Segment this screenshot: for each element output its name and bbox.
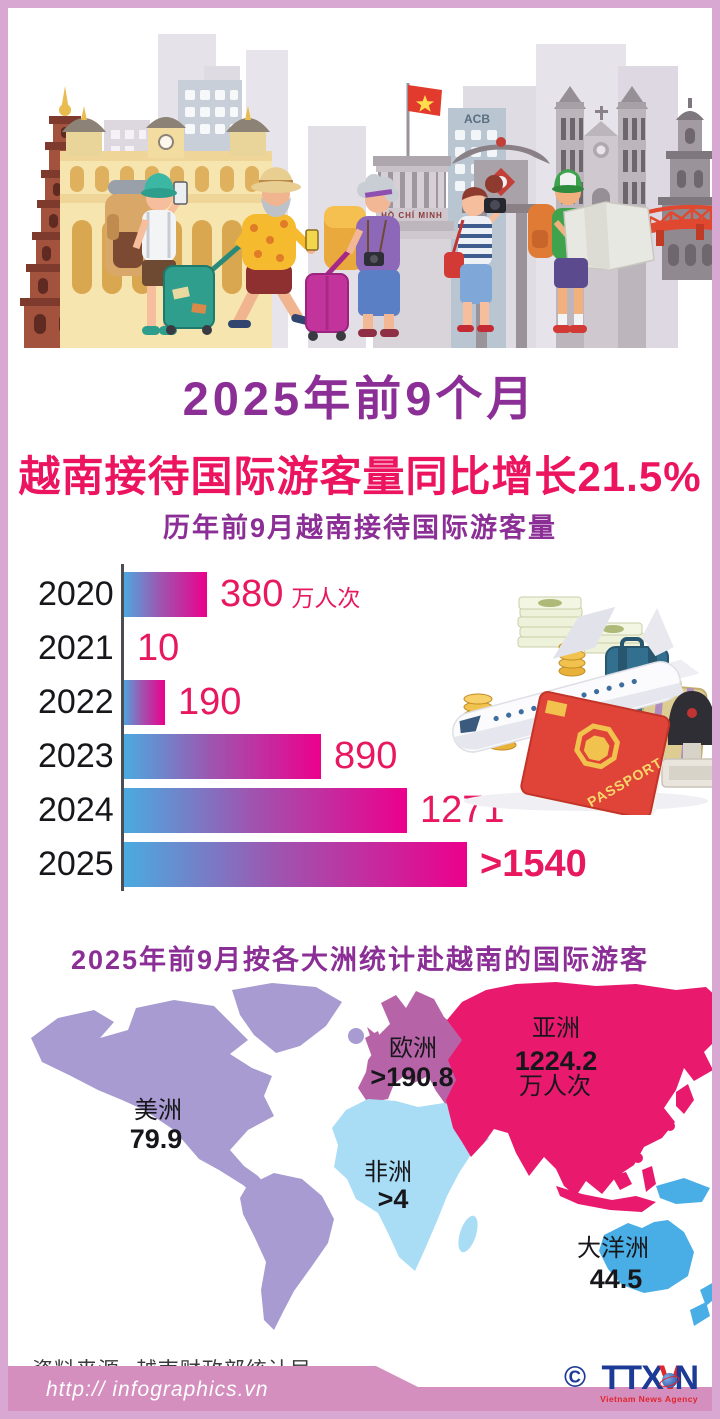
copyright-icon: © [564, 1361, 587, 1394]
title-line-1: 2025年前9个月 [182, 372, 538, 425]
year-label: 2024 [38, 790, 114, 829]
oceania-value: 44.5 [590, 1264, 643, 1294]
tourist-senior-man [163, 167, 319, 335]
africa-label: 非洲 [364, 1158, 412, 1186]
site-url: http:// infographics.vn [46, 1378, 269, 1401]
region-americas [31, 983, 364, 1330]
tourist-map-reader [528, 169, 655, 333]
bar-row-2025: 2025 >1540 [38, 837, 712, 891]
asia-value: 1224.2 [515, 1046, 598, 1076]
europe-value: >190.8 [370, 1062, 453, 1092]
new-zealand-south [690, 1302, 710, 1326]
title-line-2: 越南接待国际游客量同比增长21.5% [18, 453, 702, 500]
tourist-photographer [444, 175, 506, 332]
americas-label: 美洲 [134, 1096, 182, 1124]
chart-axis [121, 564, 124, 891]
bar-value: 380 [220, 572, 284, 615]
footer-bar: http:// infographics.vn [8, 1366, 712, 1411]
rubber-stamp [661, 691, 712, 788]
bar-2022 [122, 679, 165, 725]
oceania-label: 大洋洲 [577, 1234, 649, 1262]
new-guinea [656, 1178, 710, 1204]
africa-value: >4 [378, 1184, 409, 1214]
indonesia [556, 1186, 656, 1212]
iceland [348, 1028, 364, 1044]
bar-2025 [122, 841, 467, 887]
bar-row-2020: 2020 380 万人次 [38, 567, 712, 621]
airplane-passport-luggage-illustration: PASSPORT [452, 596, 712, 815]
new-zealand-north [700, 1283, 712, 1306]
asia-label: 亚洲 [532, 1014, 580, 1042]
region-africa [332, 1099, 489, 1271]
unit-label: 万人次 [291, 585, 361, 612]
madagascar [458, 1215, 478, 1253]
bar-2020 [122, 571, 207, 617]
japan [676, 1084, 694, 1114]
bar-chart-section: 历年前9月越南接待国际游客量 2020 380 万人次 2021 10 2022 … [8, 506, 712, 891]
bar-row-2022: 2022 190 [38, 675, 712, 729]
globe-icon [662, 1373, 678, 1388]
bar-2023 [122, 733, 321, 779]
taiwan [633, 1153, 643, 1163]
bar-value: 890 [334, 734, 398, 777]
mausoleum-sign: HỒ CHÍ MINH [381, 210, 443, 220]
bar-row-2024: 2024 1271 [38, 783, 712, 837]
logo-ttx: TTX [601, 1359, 664, 1397]
region-asia [446, 982, 712, 1212]
main-title: 2025年前9个月 越南接待国际游客量同比增长21.5% [8, 360, 712, 504]
europe-label: 欧洲 [389, 1034, 437, 1062]
bar-row-2023: 2023 890 [38, 729, 712, 783]
tourist-senior-woman [305, 174, 400, 341]
world-map: 美洲 79.9 欧洲 >190.8 亚洲 1224.2 万人次 非洲 >4 大洋… [31, 982, 712, 1330]
bar-value: 10 [137, 626, 180, 669]
greenland [232, 983, 342, 1053]
year-label: 2020 [38, 574, 114, 613]
year-label: 2023 [38, 736, 114, 775]
bar-value: 190 [178, 680, 242, 723]
year-label: 2021 [38, 628, 114, 667]
americas-value: 79.9 [130, 1124, 183, 1154]
south-america [240, 1173, 334, 1330]
passport: PASSPORT [520, 691, 671, 815]
vietnam-landmarks-tourists-illustration: ACB [20, 34, 712, 348]
bar-2024 [122, 787, 407, 833]
philippines [642, 1166, 656, 1192]
year-label: 2022 [38, 682, 114, 721]
bar-chart-title: 历年前9月越南接待国际游客量 [162, 513, 557, 543]
logo-subtitle: Vietnam News Agency [600, 1394, 698, 1404]
year-label: 2025 [38, 844, 114, 883]
ttxvn-logo: © TTXVN Vietnam News Agency [564, 1361, 699, 1404]
bar-chart-rows: 2020 380 万人次 2021 10 2022 190 2023 890 20… [8, 567, 712, 891]
map-title: 2025年前9月按各大洲统计赴越南的国际游客 [70, 945, 650, 975]
british-isles [365, 1031, 383, 1057]
australia [599, 1220, 694, 1293]
asia-unit: 万人次 [519, 1072, 591, 1100]
region-oceania [599, 1178, 712, 1326]
bar-value: >1540 [480, 842, 587, 885]
acb-sign: ACB [464, 112, 490, 126]
